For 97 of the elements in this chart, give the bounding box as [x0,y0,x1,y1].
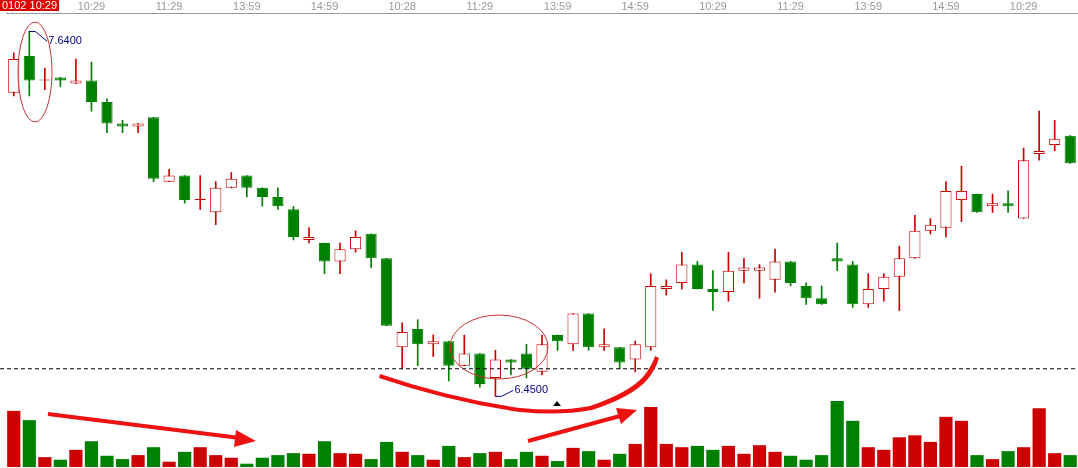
bar [830,401,844,467]
bar [721,445,736,467]
bar [380,441,394,467]
bar [799,459,813,467]
bar [768,451,782,467]
bar [38,457,52,467]
candlestick [1002,190,1014,213]
bar [908,435,922,467]
bar [582,451,596,467]
bar [877,449,891,467]
bar [892,437,906,467]
x-tick-label: 13:59 [233,0,261,12]
bar [162,461,176,467]
bar [317,441,332,467]
candlestick [505,359,517,376]
x-tick-label: 14:59 [310,0,339,12]
bar [706,449,720,467]
bar [644,406,658,467]
annotation: 7.6400 [48,34,82,47]
bar [815,455,829,467]
x-tick-label: 10:28 [388,0,416,12]
bar [597,459,611,467]
bar [1032,408,1046,467]
bar [302,453,316,467]
bar [426,459,440,467]
bar [1063,455,1077,467]
candlestick [70,58,82,84]
x-tick-label: 11:29 [155,0,183,12]
text: 0102 10:29 [2,0,58,12]
bar [659,443,673,467]
bar [457,457,471,467]
bar [752,445,767,467]
x-tick-label: 11:29 [466,0,494,12]
bar [69,449,83,467]
x-tick-label: 13:59 [543,0,572,12]
candlestick [660,279,672,296]
bar [411,455,425,467]
x-tick-label: 13:59 [854,0,883,12]
x-tick-label: 14:59 [621,0,649,12]
bar [131,455,145,467]
candlestick [303,227,315,244]
bar [22,420,36,467]
x-tick-label: 10:29 [699,0,727,12]
bar [550,461,565,467]
bar [504,459,518,467]
bar [737,453,751,467]
candlestick [194,175,206,210]
bar [286,453,301,467]
candlestick [598,328,610,351]
bar [628,443,642,467]
bar [488,451,502,467]
bar [1001,451,1015,467]
bar [364,459,378,467]
bar [690,445,704,467]
bar [535,455,549,467]
bar [1017,447,1031,467]
bar [348,453,363,467]
bar [613,453,627,467]
bar [115,459,130,467]
bar [193,447,207,467]
bar [178,451,192,467]
bar [7,410,21,467]
bar [939,416,953,467]
bar [209,455,223,467]
candlestick [1033,110,1045,161]
candlestick [707,270,719,311]
bar [519,451,534,467]
bar [53,459,67,467]
bar [84,441,99,467]
bar [255,457,269,467]
candlestick [831,242,843,271]
bar [675,447,689,467]
x-tick-label: 10:29 [1009,0,1038,12]
bar [954,420,969,467]
bar [333,453,347,467]
bar [224,457,238,467]
candlestick [1049,120,1061,152]
candlestick [427,334,439,357]
bar [146,447,161,467]
bar [985,459,1000,467]
bar [970,455,984,467]
bar [566,447,580,467]
bar [923,441,938,467]
x-tick-label: 11:29 [777,0,804,12]
bar [846,420,860,467]
bar [473,453,487,467]
annotation: 6.4500 [514,383,549,396]
bar [1048,453,1062,467]
bar [783,455,798,467]
x-tick-label: 10:29 [77,0,106,12]
bar [395,451,409,467]
x-tick-label: 14:59 [932,0,960,12]
bar [861,447,875,467]
bar [442,445,456,467]
bar [271,455,285,467]
candlestick [738,258,750,284]
bar [100,455,114,467]
